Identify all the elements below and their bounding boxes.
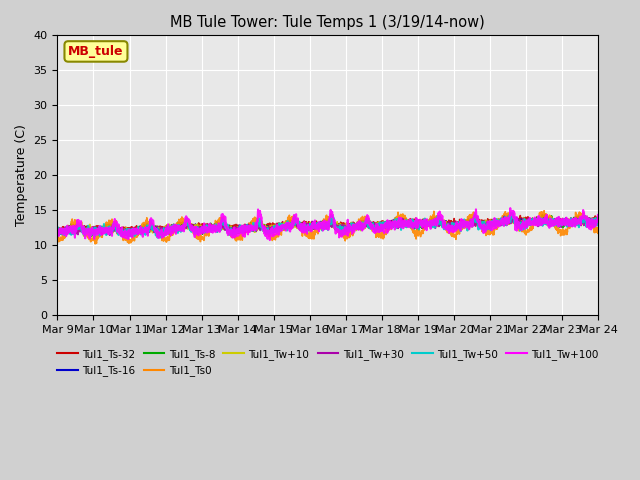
Tul1_Ts0: [355, 216, 363, 222]
Tul1_Ts-8: [485, 226, 493, 231]
Tul1_Tw+10: [54, 229, 61, 235]
Tul1_Ts-16: [55, 231, 63, 237]
Tul1_Tw+100: [266, 237, 274, 243]
Tul1_Ts-8: [344, 226, 351, 231]
Tul1_Tw+100: [344, 227, 351, 233]
Tul1_Ts-16: [485, 221, 493, 227]
Tul1_Ts-16: [54, 228, 61, 234]
Tul1_Tw+30: [344, 225, 351, 231]
Tul1_Ts0: [562, 229, 570, 235]
Tul1_Tw+50: [54, 229, 61, 235]
Tul1_Tw+50: [205, 228, 212, 233]
Tul1_Tw+50: [562, 222, 570, 228]
Tul1_Tw+100: [506, 205, 514, 211]
Line: Tul1_Tw+100: Tul1_Tw+100: [58, 208, 598, 240]
Tul1_Tw+10: [508, 213, 516, 219]
Tul1_Ts-32: [150, 228, 157, 234]
Tul1_Tw+50: [355, 223, 363, 229]
Tul1_Ts-8: [205, 228, 212, 233]
Tul1_Ts-32: [595, 217, 602, 223]
Tul1_Tw+100: [355, 225, 363, 231]
Tul1_Ts-8: [54, 232, 61, 238]
Tul1_Tw+50: [154, 235, 161, 240]
Tul1_Tw+50: [344, 225, 351, 231]
Line: Tul1_Tw+50: Tul1_Tw+50: [58, 213, 598, 238]
Line: Tul1_Tw+10: Tul1_Tw+10: [58, 216, 598, 235]
Tul1_Ts-32: [205, 225, 212, 230]
Tul1_Tw+10: [344, 224, 351, 229]
Tul1_Ts-8: [562, 221, 570, 227]
Tul1_Ts-32: [54, 225, 61, 230]
Tul1_Ts0: [205, 228, 212, 234]
Tul1_Ts0: [595, 230, 602, 236]
Tul1_Ts-16: [562, 221, 570, 227]
Tul1_Ts-8: [595, 221, 602, 227]
Tul1_Tw+30: [54, 229, 61, 235]
Tul1_Ts-16: [205, 225, 212, 230]
Tul1_Ts0: [92, 241, 99, 247]
Tul1_Ts-32: [355, 221, 363, 227]
Tul1_Tw+30: [355, 221, 363, 227]
Tul1_Ts-16: [355, 220, 363, 226]
Tul1_Ts-16: [344, 224, 351, 230]
Tul1_Ts-16: [595, 218, 602, 224]
Tul1_Tw+10: [562, 219, 570, 225]
Tul1_Tw+30: [547, 220, 555, 226]
Tul1_Ts0: [540, 208, 548, 214]
Tul1_Tw+100: [562, 220, 570, 226]
Legend: Tul1_Ts-32, Tul1_Ts-16, Tul1_Ts-8, Tul1_Ts0, Tul1_Tw+10, Tul1_Tw+30, Tul1_Tw+50,: Tul1_Ts-32, Tul1_Ts-16, Tul1_Ts-8, Tul1_…: [53, 345, 603, 380]
Tul1_Ts-32: [547, 216, 555, 221]
Tul1_Tw+100: [547, 220, 555, 226]
Tul1_Tw+100: [54, 231, 61, 237]
Line: Tul1_Ts0: Tul1_Ts0: [58, 211, 598, 244]
Tul1_Tw+10: [355, 225, 363, 230]
Tul1_Tw+100: [204, 226, 212, 231]
Line: Tul1_Ts-32: Tul1_Ts-32: [58, 216, 598, 231]
Tul1_Ts0: [54, 237, 61, 242]
Tul1_Ts-16: [506, 212, 513, 218]
Y-axis label: Temperature (C): Temperature (C): [15, 124, 28, 226]
Tul1_Tw+10: [120, 232, 128, 238]
Tul1_Ts-8: [54, 235, 62, 240]
Tul1_Tw+30: [106, 232, 113, 238]
Tul1_Tw+50: [485, 223, 493, 228]
Line: Tul1_Ts-8: Tul1_Ts-8: [58, 215, 598, 238]
Tul1_Tw+30: [485, 222, 493, 228]
Tul1_Ts-8: [547, 217, 555, 223]
Tul1_Tw+30: [595, 216, 602, 222]
Tul1_Tw+100: [485, 221, 493, 227]
Title: MB Tule Tower: Tule Temps 1 (3/19/14-now): MB Tule Tower: Tule Temps 1 (3/19/14-now…: [170, 15, 485, 30]
Tul1_Tw+10: [547, 219, 555, 225]
Tul1_Tw+10: [485, 223, 493, 228]
Text: MB_tule: MB_tule: [68, 45, 124, 58]
Tul1_Ts-8: [355, 221, 363, 227]
Tul1_Tw+30: [205, 225, 212, 231]
Tul1_Ts-32: [562, 217, 570, 223]
Tul1_Tw+100: [595, 216, 602, 222]
Tul1_Tw+30: [500, 213, 508, 219]
Tul1_Ts-32: [344, 222, 351, 228]
Tul1_Tw+50: [547, 217, 555, 223]
Tul1_Ts-32: [516, 213, 524, 218]
Tul1_Ts0: [547, 216, 555, 222]
Tul1_Ts0: [344, 232, 351, 238]
Tul1_Tw+30: [562, 215, 570, 221]
Tul1_Ts-16: [547, 220, 555, 226]
Line: Tul1_Tw+30: Tul1_Tw+30: [58, 216, 598, 235]
Tul1_Ts-32: [485, 218, 493, 224]
Tul1_Tw+10: [205, 225, 212, 230]
Tul1_Tw+10: [595, 219, 602, 225]
Tul1_Tw+50: [507, 210, 515, 216]
Tul1_Ts0: [485, 227, 493, 233]
Line: Tul1_Ts-16: Tul1_Ts-16: [58, 215, 598, 234]
Tul1_Tw+50: [595, 218, 602, 224]
Tul1_Ts-8: [541, 212, 549, 217]
